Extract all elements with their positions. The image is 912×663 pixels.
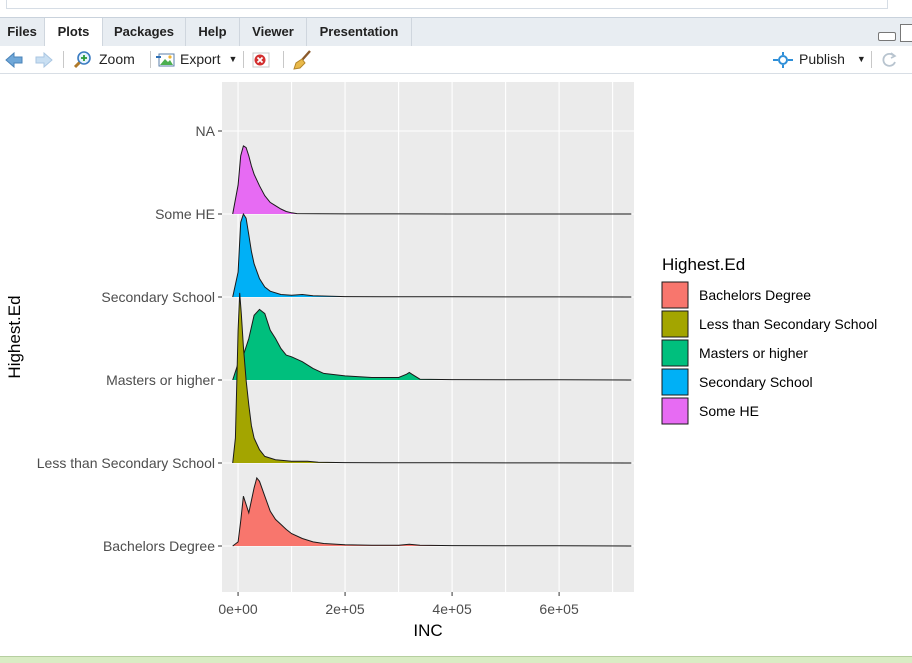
- tab-viewer[interactable]: Viewer: [240, 18, 307, 46]
- legend-key: [661, 397, 689, 425]
- zoom-icon: [73, 50, 91, 68]
- y-tick-label: NA: [196, 123, 216, 139]
- publish-label: Publish: [799, 51, 845, 67]
- zoom-button[interactable]: Zoom: [73, 46, 135, 73]
- upper-pane-frame: [6, 0, 888, 9]
- export-dropdown-icon[interactable]: ▼: [228, 54, 238, 64]
- pane-tab-bar: Files Plots Packages Help Viewer Present…: [0, 17, 912, 47]
- ridge-outline: [232, 308, 632, 381]
- tab-help[interactable]: Help: [186, 18, 240, 46]
- legend-label: Bachelors Degree: [699, 287, 811, 303]
- top-strip: [0, 0, 912, 16]
- ridge-outline: [232, 292, 632, 464]
- legend-key: [661, 339, 689, 367]
- plots-toolbar: Zoom Export ▼ Publish ▼: [0, 46, 912, 74]
- toolbar-separator: [150, 51, 151, 68]
- legend-title: Highest.Ed: [662, 255, 745, 274]
- y-tick-label: Some HE: [155, 206, 215, 222]
- ridge-masters-or-higher: [232, 309, 632, 380]
- y-tick-label: Secondary School: [101, 289, 215, 305]
- x-tick-label: 2e+05: [325, 601, 365, 617]
- remove-plot-icon: [252, 52, 270, 67]
- x-axis-title: INC: [413, 621, 442, 640]
- legend-label: Secondary School: [699, 374, 813, 390]
- publish-button[interactable]: Publish ▼: [772, 46, 866, 73]
- toolbar-separator: [63, 51, 64, 68]
- x-tick-label: 0e+00: [218, 601, 258, 617]
- clear-all-plots-button[interactable]: [292, 46, 314, 73]
- zoom-label: Zoom: [99, 51, 135, 67]
- publish-dropdown-icon[interactable]: ▼: [856, 54, 866, 64]
- ridge-outline: [232, 145, 632, 215]
- x-tick-label: 6e+05: [539, 601, 579, 617]
- refresh-icon: [882, 51, 897, 67]
- toolbar-separator: [243, 51, 244, 68]
- back-arrow-icon[interactable]: [4, 46, 24, 73]
- toolbar-separator: [871, 51, 872, 68]
- panel-background: [222, 82, 634, 592]
- legend-key: [661, 310, 689, 338]
- ridge-outline: [232, 476, 632, 547]
- legend-label: Masters or higher: [699, 345, 808, 361]
- y-axis-title: Highest.Ed: [5, 295, 24, 378]
- plot-viewer: Bachelors Degree Less than Secondary Scho…: [0, 74, 912, 656]
- bottom-status-strip: [0, 656, 912, 663]
- export-image-icon: [156, 53, 175, 66]
- minimize-pane-icon[interactable]: [878, 32, 896, 41]
- refresh-button[interactable]: [880, 46, 898, 73]
- tab-plots[interactable]: Plots: [45, 18, 103, 47]
- remove-plot-button[interactable]: [251, 46, 271, 73]
- ridgeline-chart: Bachelors Degree Less than Secondary Scho…: [5, 82, 877, 640]
- maximize-pane-icon[interactable]: [900, 24, 912, 42]
- tab-presentation[interactable]: Presentation: [307, 18, 412, 46]
- y-tick-label: Masters or higher: [106, 372, 215, 388]
- export-label: Export: [180, 51, 221, 67]
- ridge-some-he: [232, 145, 632, 214]
- legend-key: [661, 281, 689, 309]
- forward-arrow-icon[interactable]: [34, 46, 54, 73]
- legend-label: Some HE: [699, 403, 759, 419]
- toolbar-separator: [283, 51, 284, 68]
- ridge-bachelors-degree: [232, 477, 632, 546]
- legend-key: [661, 368, 689, 396]
- y-tick-label: Bachelors Degree: [103, 538, 215, 554]
- broom-icon: [293, 49, 311, 70]
- legend-label: Less than Secondary School: [699, 316, 877, 332]
- y-tick-label: Less than Secondary School: [37, 455, 215, 471]
- tab-packages[interactable]: Packages: [103, 18, 186, 46]
- publish-icon: [773, 51, 793, 68]
- export-button[interactable]: Export ▼: [156, 46, 237, 73]
- ridge-outline: [232, 212, 632, 298]
- x-tick-label: 4e+05: [432, 601, 472, 617]
- tab-files[interactable]: Files: [0, 18, 45, 46]
